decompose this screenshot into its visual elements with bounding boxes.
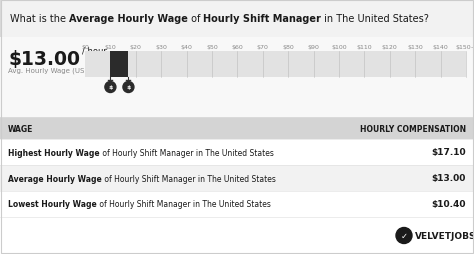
Text: $: $	[108, 85, 113, 90]
Text: $130: $130	[407, 45, 423, 50]
Text: Average Hourly Wage: Average Hourly Wage	[69, 14, 188, 24]
Text: $150+: $150+	[456, 45, 474, 50]
Text: $80: $80	[283, 45, 294, 50]
Text: $100: $100	[331, 45, 347, 50]
Text: $: $	[126, 85, 131, 90]
Text: of: of	[188, 14, 203, 24]
Text: VELVETJOBS: VELVETJOBS	[415, 231, 474, 240]
Text: in The United States?: in The United States?	[321, 14, 429, 24]
Text: $10.40: $10.40	[431, 200, 466, 209]
Text: WAGE: WAGE	[8, 124, 33, 133]
Text: Lowest Hourly Wage: Lowest Hourly Wage	[8, 200, 97, 209]
Text: $40: $40	[181, 45, 192, 50]
Text: $60: $60	[231, 45, 243, 50]
Text: $17.10: $17.10	[431, 148, 466, 157]
Bar	[0, 38, 474, 118]
Text: Avg. Hourly Wage (USD): Avg. Hourly Wage (USD)	[8, 68, 92, 74]
Text: What is the: What is the	[10, 14, 69, 24]
Text: Highest Hourly Wage: Highest Hourly Wage	[8, 148, 100, 157]
Text: $90: $90	[308, 45, 319, 50]
Bar	[0, 165, 474, 191]
Text: $50: $50	[206, 45, 218, 50]
Text: $0: $0	[81, 45, 89, 50]
Text: $13.00: $13.00	[8, 50, 80, 69]
Text: of Hourly Shift Manager in The United States: of Hourly Shift Manager in The United St…	[102, 174, 275, 183]
Text: $110: $110	[356, 45, 372, 50]
Text: HOURLY COMPENSATION: HOURLY COMPENSATION	[360, 124, 466, 133]
Text: Average Hourly Wage: Average Hourly Wage	[8, 174, 102, 183]
Circle shape	[105, 82, 116, 93]
Text: of Hourly Shift Manager in The United States: of Hourly Shift Manager in The United St…	[97, 200, 271, 209]
Bar	[0, 191, 474, 217]
Text: $10: $10	[105, 45, 116, 50]
Text: ✓: ✓	[401, 231, 408, 240]
Bar	[85, 52, 466, 78]
Bar	[110, 52, 128, 78]
Text: $13.00: $13.00	[432, 174, 466, 183]
Circle shape	[123, 82, 134, 93]
Text: $20: $20	[130, 45, 142, 50]
Bar	[0, 0, 474, 38]
Text: / hour: / hour	[82, 46, 107, 55]
Text: Hourly Shift Manager: Hourly Shift Manager	[203, 14, 321, 24]
Text: $30: $30	[155, 45, 167, 50]
Text: of Hourly Shift Manager in The United States: of Hourly Shift Manager in The United St…	[100, 148, 273, 157]
Text: $140: $140	[433, 45, 448, 50]
Text: $70: $70	[257, 45, 269, 50]
Bar	[0, 118, 474, 139]
Bar	[0, 139, 474, 165]
Text: $120: $120	[382, 45, 398, 50]
Circle shape	[396, 228, 412, 244]
Text: $13.00: $13.00	[8, 50, 80, 69]
